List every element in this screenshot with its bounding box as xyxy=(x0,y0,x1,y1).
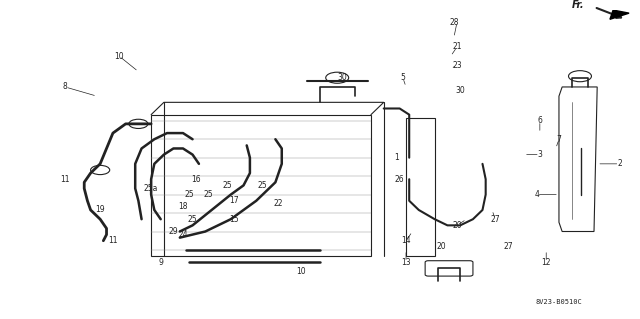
Text: 7: 7 xyxy=(557,135,561,144)
Text: 3: 3 xyxy=(538,150,542,159)
Text: 15: 15 xyxy=(229,215,239,224)
Text: 28: 28 xyxy=(449,18,459,27)
Text: 23: 23 xyxy=(452,61,462,70)
Text: 25: 25 xyxy=(188,215,197,224)
Text: 29: 29 xyxy=(168,227,179,236)
Text: 2: 2 xyxy=(617,160,622,168)
Text: 25: 25 xyxy=(223,181,232,190)
Text: 12: 12 xyxy=(541,258,551,267)
Text: 30: 30 xyxy=(455,85,465,94)
Text: 5: 5 xyxy=(401,73,405,82)
Text: 10: 10 xyxy=(296,267,306,276)
Text: 20: 20 xyxy=(452,221,462,230)
Text: 10: 10 xyxy=(115,52,124,61)
Text: 30: 30 xyxy=(337,73,347,82)
Text: 20: 20 xyxy=(436,242,446,251)
Text: 27: 27 xyxy=(503,242,513,251)
Text: 8V23-B0510C: 8V23-B0510C xyxy=(536,299,582,305)
Text: 19: 19 xyxy=(95,205,105,214)
Text: 22: 22 xyxy=(274,199,284,208)
Text: 25: 25 xyxy=(258,181,268,190)
Text: 25: 25 xyxy=(204,190,213,199)
Text: 11: 11 xyxy=(60,175,70,184)
Text: 18: 18 xyxy=(179,202,188,211)
Text: Fr.: Fr. xyxy=(572,0,584,11)
Text: 1: 1 xyxy=(394,153,399,162)
Text: 13: 13 xyxy=(401,258,411,267)
Text: 26: 26 xyxy=(395,175,404,184)
Text: 25: 25 xyxy=(184,190,194,199)
Text: 21: 21 xyxy=(452,42,461,51)
Text: 4: 4 xyxy=(534,190,539,199)
Text: 17: 17 xyxy=(229,196,239,205)
Polygon shape xyxy=(610,10,629,19)
Text: 9: 9 xyxy=(158,258,163,267)
Text: 24: 24 xyxy=(178,230,188,239)
Text: 6: 6 xyxy=(538,116,542,125)
Text: 25a: 25a xyxy=(144,184,158,193)
Text: 16: 16 xyxy=(191,175,200,184)
Text: 27: 27 xyxy=(490,215,500,224)
Text: 11: 11 xyxy=(108,236,118,245)
Text: 14: 14 xyxy=(401,236,411,245)
Text: 8: 8 xyxy=(63,82,67,92)
